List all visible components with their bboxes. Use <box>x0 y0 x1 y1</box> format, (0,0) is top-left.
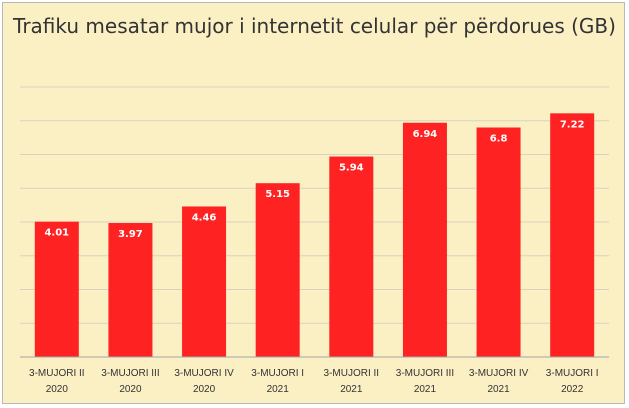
data-label: 3.97 <box>118 229 143 240</box>
category-label-quarter: 3-MUJORI II <box>29 368 85 379</box>
category-label-year: 2020 <box>119 384 142 395</box>
category-label-quarter: 3-MUJORI I <box>546 368 599 379</box>
category-label-year: 2022 <box>561 384 584 395</box>
chart-frame <box>2 2 625 404</box>
bar <box>108 223 153 357</box>
bars <box>34 113 595 358</box>
category-label-year: 2020 <box>46 384 69 395</box>
gridlines <box>20 86 609 324</box>
category-label-quarter: 3-MUJORI IV <box>469 368 529 379</box>
data-label: 7.22 <box>560 119 585 130</box>
category-label-quarter: 3-MUJORI III <box>396 368 454 379</box>
data-labels: 4.01 3.97 4.46 5.15 5.94 6.94 6.8 7.22 <box>44 119 584 240</box>
data-label: 5.94 <box>339 163 364 174</box>
bar <box>329 156 374 357</box>
chart-title: Trafiku mesatar mujor i internetit celul… <box>13 14 616 38</box>
bar <box>402 122 447 358</box>
category-labels: 3-MUJORI II 2020 3-MUJORI III 2020 3-MUJORI … <box>29 368 599 395</box>
data-label: 6.8 <box>490 134 508 145</box>
category-label-year: 2021 <box>487 384 510 395</box>
bar <box>476 127 521 357</box>
category-label-year: 2021 <box>414 384 437 395</box>
category-label-quarter: 3-MUJORI I <box>251 368 304 379</box>
data-label: 4.01 <box>44 228 69 239</box>
bar <box>550 113 595 357</box>
category-label-year: 2020 <box>193 384 216 395</box>
bar <box>255 183 300 357</box>
category-label-quarter: 3-MUJORI III <box>101 368 159 379</box>
bar <box>182 206 227 357</box>
category-label-year: 2021 <box>267 384 290 395</box>
category-label-year: 2021 <box>340 384 363 395</box>
bar <box>34 221 79 357</box>
category-label-quarter: 3-MUJORI IV <box>174 368 234 379</box>
category-label-quarter: 3-MUJORI II <box>324 368 380 379</box>
data-label: 5.15 <box>265 189 290 200</box>
data-label: 4.46 <box>192 212 217 223</box>
data-label: 6.94 <box>413 129 438 140</box>
